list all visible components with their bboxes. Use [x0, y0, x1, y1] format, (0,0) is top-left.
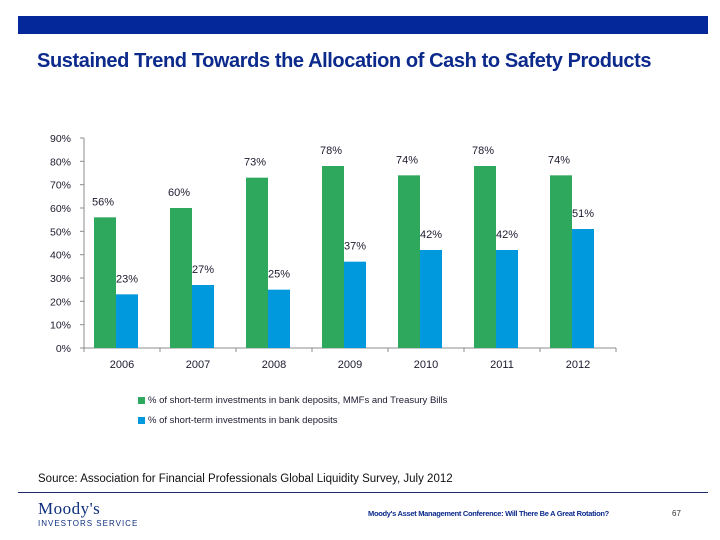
- data-label-series-1: 78%: [472, 145, 494, 157]
- slide-title: Sustained Trend Towards the Allocation o…: [37, 50, 652, 72]
- x-tick-label: 2006: [110, 359, 134, 371]
- y-tick-label: 0%: [56, 343, 71, 355]
- footer-conference-title: Moody's Asset Management Conference: Wil…: [368, 509, 609, 518]
- y-tick-label: 90%: [50, 133, 71, 145]
- logo-main-text: Moody's: [38, 499, 101, 518]
- legend-swatch-series-1: [138, 397, 145, 404]
- legend-item-series-2: % of short-term investments in bank depo…: [138, 414, 447, 427]
- data-label-series-2: 42%: [420, 229, 442, 241]
- bar-series-2: [496, 250, 518, 348]
- y-tick-label: 30%: [50, 273, 71, 285]
- source-note: Source: Association for Financial Profes…: [38, 473, 453, 485]
- data-label-series-1: 73%: [244, 157, 266, 169]
- data-label-series-2: 42%: [496, 229, 518, 241]
- bar-series-1: [474, 166, 496, 348]
- data-label-series-2: 23%: [116, 273, 138, 285]
- page-number: 67: [672, 509, 681, 518]
- bar-series-1: [170, 208, 192, 348]
- bar-series-1: [550, 175, 572, 348]
- y-tick-label: 10%: [50, 320, 71, 332]
- bar-series-2: [192, 285, 214, 348]
- logo-sub-text: INVESTORS SERVICE: [38, 519, 139, 528]
- data-label-series-2: 37%: [344, 241, 366, 253]
- x-tick-label: 2007: [186, 359, 210, 371]
- bar-series-2: [268, 289, 290, 348]
- bar-series-1: [94, 217, 116, 348]
- data-label-series-2: 27%: [192, 264, 214, 276]
- legend-item-series-1: % of short-term investments in bank depo…: [138, 394, 447, 407]
- y-tick-label: 60%: [50, 203, 71, 215]
- x-tick-label: 2010: [414, 359, 438, 371]
- footer-divider: [18, 492, 708, 493]
- bar-series-1: [398, 175, 420, 348]
- x-tick-label: 2012: [566, 359, 590, 371]
- data-label-series-1: 60%: [168, 187, 190, 199]
- data-label-series-1: 56%: [92, 196, 114, 208]
- bar-series-2: [116, 294, 138, 348]
- bar-chart: 0% 10% 20% 30% 40% 50% 60% 70% 80% 90% 2006 56% 23% 2…: [50, 133, 617, 371]
- data-label-series-1: 74%: [548, 154, 570, 166]
- x-tick-label: 2008: [262, 359, 286, 371]
- legend-label-series-1: % of short-term investments in bank depo…: [148, 395, 448, 406]
- y-tick-label: 80%: [50, 156, 71, 168]
- bar-series-1: [322, 166, 344, 348]
- legend-label-series-2: % of short-term investments in bank depo…: [148, 415, 338, 426]
- data-label-series-1: 78%: [320, 145, 342, 157]
- legend-swatch-series-2: [138, 417, 145, 424]
- bar-series-2: [344, 261, 366, 348]
- header-bar: [18, 16, 708, 34]
- data-label-series-2: 25%: [268, 269, 290, 281]
- data-label-series-1: 74%: [396, 154, 418, 166]
- bar-series-2: [420, 250, 442, 348]
- y-tick-label: 70%: [50, 180, 71, 192]
- moodys-logo: Moody's INVESTORS SERVICE: [38, 500, 138, 530]
- bar-series-1: [246, 177, 268, 348]
- x-tick-label: 2009: [338, 359, 362, 371]
- chart-legend: % of short-term investments in bank depo…: [138, 394, 447, 434]
- y-tick-label: 50%: [50, 226, 71, 238]
- y-tick-label: 40%: [50, 250, 71, 262]
- y-tick-label: 20%: [50, 296, 71, 308]
- data-label-series-2: 51%: [572, 208, 594, 220]
- x-tick-label: 2011: [490, 359, 514, 371]
- bar-series-2: [572, 229, 594, 348]
